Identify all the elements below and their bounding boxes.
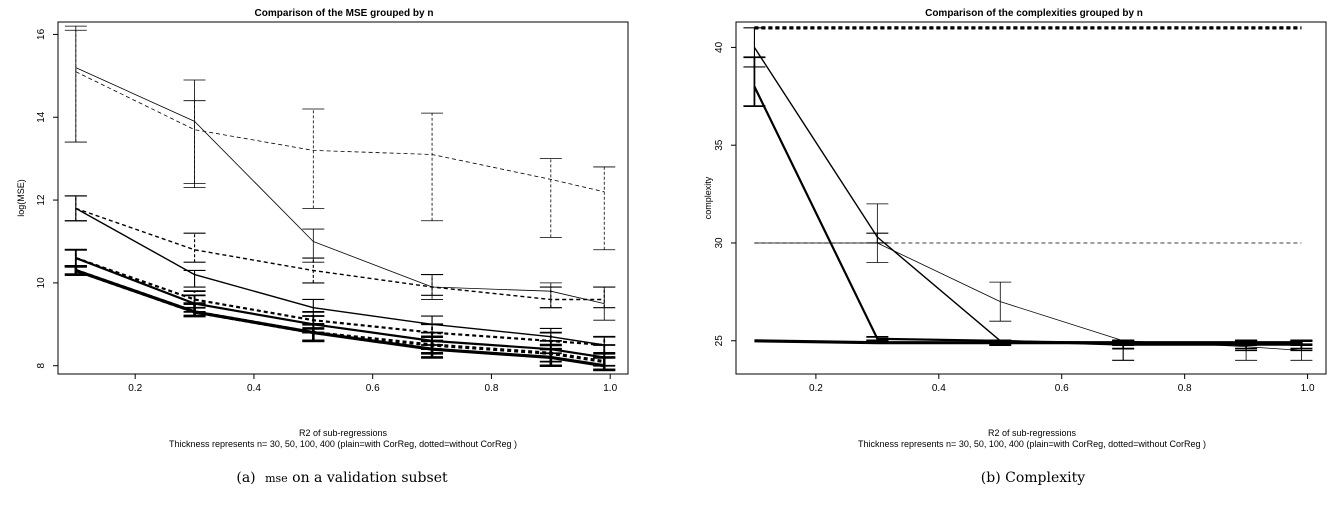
- complexity-series-line: [753, 86, 1302, 346]
- complexity-series-group: [743, 26, 1313, 361]
- mse-error-bar: [539, 343, 562, 367]
- complexity-x-axis: 0.2 0.4 0.6 0.8 1.0: [809, 374, 1315, 394]
- mse-y-tick-label: 10: [36, 277, 47, 289]
- mse-series-n100-dotted: [64, 248, 616, 359]
- mse-x-tick-label: 0.8: [484, 383, 498, 394]
- mse-caption-smallcaps: mse: [265, 472, 288, 485]
- mse-chart-panel: Comparison of the MSE grouped by n 0.2 0.…: [16, 8, 629, 486]
- complexity-x-tick-label: 0.2: [809, 383, 823, 394]
- mse-y-axis: 8 10 12 14 16: [36, 28, 58, 368]
- mse-error-bar: [421, 274, 444, 296]
- mse-error-bar: [421, 335, 444, 355]
- complexity-y-tick-label: 35: [714, 139, 725, 151]
- mse-error-bar: [421, 112, 444, 222]
- mse-error-bar: [539, 286, 562, 309]
- mse-x-tick-label: 0.2: [128, 383, 142, 394]
- complexity-chart-panel: Comparison of the complexities grouped b…: [703, 8, 1327, 486]
- mse-caption-text: on a validation subset: [292, 470, 448, 486]
- complexity-series-n100-solid: [743, 56, 1313, 350]
- mse-thickness-note: Thickness represents n= 30, 50, 100, 400…: [169, 439, 517, 449]
- mse-error-bar: [302, 298, 325, 317]
- mse-y-tick-label: 8: [36, 362, 47, 368]
- complexity-x-axis-label: R2 of sub-regressions: [988, 428, 1077, 438]
- complexity-plot-frame: [735, 21, 1327, 375]
- mse-error-bar: [302, 257, 325, 284]
- complexity-error-bar: [989, 281, 1012, 322]
- mse-x-tick-label: 1.0: [603, 383, 617, 394]
- complexity-error-bar: [866, 232, 889, 244]
- complexity-error-bar: [743, 56, 766, 107]
- mse-error-bar: [183, 232, 206, 263]
- complexity-x-tick-label: 0.6: [1055, 383, 1069, 394]
- mse-y-tick-label: 14: [36, 111, 47, 123]
- mse-caption-label: (a): [236, 470, 255, 486]
- mse-error-bar: [183, 100, 206, 184]
- complexity-y-tick-label: 25: [714, 335, 725, 347]
- mse-error-bar: [302, 108, 325, 209]
- complexity-y-axis-label: complexity: [703, 176, 713, 219]
- mse-series-n400-dotted: [64, 265, 616, 372]
- mse-series-n100-solid: [64, 248, 616, 367]
- complexity-caption: (b) Complexity: [981, 469, 1085, 486]
- complexity-error-bar: [1112, 339, 1135, 346]
- complexity-caption-text: Complexity: [1005, 470, 1085, 486]
- mse-series-line: [75, 67, 605, 304]
- mse-y-tick-label: 12: [36, 194, 47, 206]
- complexity-series-line: [754, 339, 1302, 345]
- complexity-error-bar: [866, 339, 889, 344]
- mse-series-line: [75, 256, 605, 359]
- complexity-error-bar: [989, 339, 1012, 346]
- complexity-x-tick-label: 0.4: [932, 383, 946, 394]
- mse-error-bar: [593, 166, 616, 251]
- mse-series-n50-solid: [64, 195, 616, 358]
- complexity-series-n30-solid: [754, 203, 1313, 361]
- complexity-y-tick-label: 30: [714, 237, 725, 249]
- complexity-error-bar: [1290, 339, 1313, 346]
- mse-chart-title: Comparison of the MSE grouped by n: [255, 8, 434, 19]
- mse-series-line: [75, 207, 605, 346]
- mse-series-line: [75, 268, 605, 364]
- mse-error-bar: [593, 286, 616, 309]
- mse-x-axis-label: R2 of sub-regressions: [299, 428, 388, 438]
- mse-error-bar: [64, 265, 87, 276]
- complexity-x-tick-label: 1.0: [1301, 383, 1315, 394]
- mse-x-axis: 0.2 0.4 0.6 0.8 1.0: [128, 374, 618, 394]
- mse-error-bar: [539, 158, 562, 238]
- mse-error-bar: [64, 29, 87, 143]
- complexity-error-bar: [1235, 339, 1258, 346]
- mse-series-line: [75, 268, 605, 368]
- mse-series-n30-solid: [64, 25, 616, 321]
- mse-error-bar: [183, 269, 206, 288]
- mse-series-n30-dotted: [64, 29, 616, 251]
- mse-series-n400-solid: [64, 265, 616, 372]
- mse-error-bar: [593, 352, 616, 372]
- complexity-series-line: [754, 242, 1302, 351]
- mse-caption: (a) mse on a validation subset: [236, 469, 448, 486]
- mse-y-axis-label: log(MSE): [16, 179, 26, 217]
- mse-x-tick-label: 0.6: [366, 383, 380, 394]
- mse-series-group: [64, 25, 616, 372]
- complexity-caption-label: (b): [981, 470, 1001, 486]
- mse-series-n50-dotted: [64, 195, 616, 309]
- complexity-series-line: [753, 47, 1302, 346]
- mse-y-tick-label: 16: [36, 28, 47, 40]
- complexity-chart-title: Comparison of the complexities grouped b…: [925, 8, 1143, 19]
- mse-error-bar: [183, 302, 206, 318]
- complexity-y-tick-label: 40: [714, 41, 725, 53]
- mse-error-bar: [183, 79, 206, 189]
- complexity-x-tick-label: 0.8: [1178, 383, 1192, 394]
- mse-error-bar: [64, 195, 87, 222]
- mse-x-tick-label: 0.4: [247, 383, 261, 394]
- complexity-thickness-note: Thickness represents n= 30, 50, 100, 400…: [858, 439, 1206, 449]
- mse-error-bar: [302, 323, 325, 343]
- mse-series-line: [75, 71, 605, 193]
- complexity-series-n400-solid: [754, 339, 1313, 346]
- mse-plot-frame: [57, 21, 629, 375]
- complexity-y-axis: 25 30 35 40: [714, 41, 736, 346]
- mse-series-line: [75, 256, 605, 347]
